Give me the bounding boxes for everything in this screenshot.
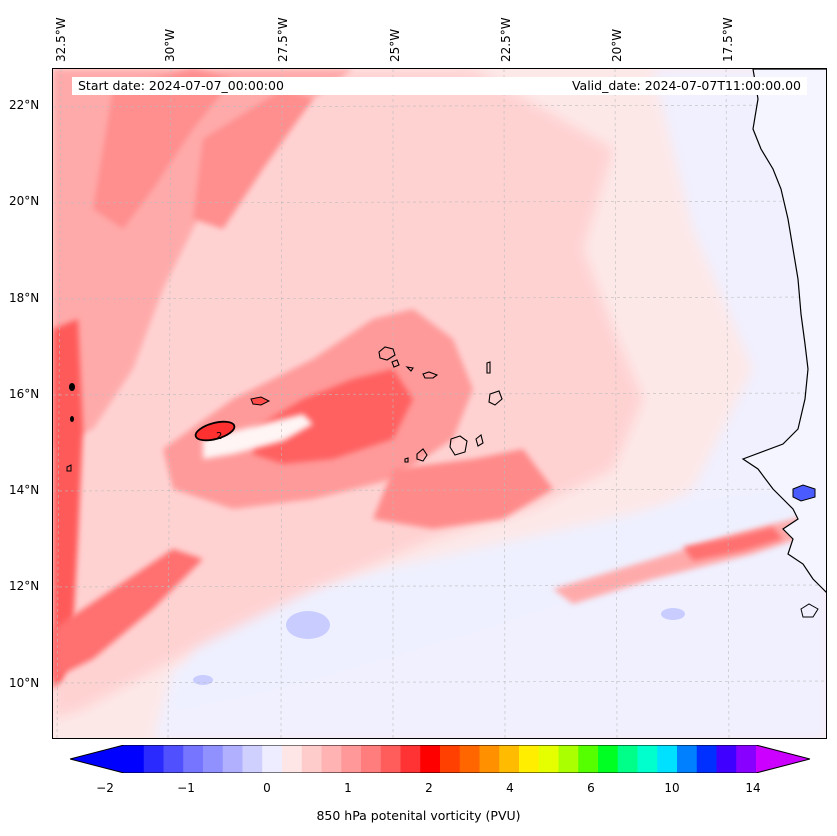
map-panel[interactable]: 2 [52,68,827,739]
colorbar-swatch [440,745,461,773]
colorbar-swatch [519,745,540,773]
cape-verde-islands [378,346,503,463]
pv-contour-map: 2 [53,69,826,738]
island-sao-nicolau [405,366,414,372]
start-date-label: Start date: 2024-07-07_00:00:00 [72,77,544,95]
lon-label-20w: 20°W [610,28,624,62]
colorbar-label: 850 hPa potenital vorticity (PVU) [316,808,521,823]
island-sal [486,361,491,374]
lon-label-25w: 25°W [388,28,402,62]
colorbar-swatch [716,745,737,773]
pv-max-lobe [194,420,236,442]
cb-tick-6: 6 [587,781,595,795]
colorbar-swatch [459,745,480,773]
pv-swirl-southeast [373,449,553,529]
pv-west-contour-1 [69,383,75,391]
colorbar-swatch [222,745,243,773]
pv-white-streak [203,414,313,459]
lon-label-27-5w: 27.5°W [276,17,290,62]
lat-label-18n: 18°N [9,291,40,305]
cb-tick-1: 1 [344,781,352,795]
pv-small-lobe [250,396,271,406]
cb-tick-neg1: −1 [177,781,195,795]
pv-west-contour-3 [66,464,72,472]
island-santo-antao [378,346,396,361]
pv-west-contour-2 [70,416,74,422]
island-fogo [416,448,428,462]
lat-label-14n: 14°N [9,483,40,497]
colorbar-over-extend [756,745,810,773]
colorbar-swatch [696,745,717,773]
island-boa-vista [488,390,503,406]
colorbar-swatch [558,745,579,773]
colorbar-swatch [203,745,224,773]
colorbar-swatch [262,745,283,773]
pv-streak-2 [193,89,313,229]
lat-label-22n: 22°N [9,98,40,112]
colorbar-swatch [736,745,757,773]
colorbar-swatch [677,745,698,773]
colorbar-under-extend [70,745,124,773]
colorbar-swatch [341,745,362,773]
pv-southeast-jet-core [683,527,783,561]
colorbar-swatch [538,745,559,773]
island-brava [404,457,409,463]
colorbar-swatch [242,745,263,773]
pv-west-lower-band [53,549,203,679]
lon-label-17-5w: 17.5°W [721,17,735,62]
cb-tick-0: 0 [263,781,271,795]
negative-pv-blob-1 [286,611,330,639]
valid-date-label: Valid_date: 2024-07-07T11:00:00.00 [532,77,807,95]
colorbar-swatch [479,745,500,773]
lon-label-30w: 30°W [163,28,177,62]
graticule [53,69,826,738]
pv-contour-label: 2 [216,431,222,442]
island-razo [422,371,439,379]
island-santiago [449,435,468,456]
coastline-gambia [792,484,816,502]
cb-tick-10: 10 [664,781,680,795]
colorbar-swatch [400,745,421,773]
colorbar-swatch [124,745,145,773]
africa-coastline [741,69,826,593]
lat-label-16n: 16°N [9,387,40,401]
lon-label-32-5w: 32.5°W [54,17,68,62]
pv-streak-1 [93,69,233,229]
colorbar-swatch [183,745,204,773]
colorbar-swatch [321,745,342,773]
colorbar-swatch [657,745,678,773]
colorbar-swatch [578,745,599,773]
colorbar-swatch [163,745,184,773]
colorbar-swatch [301,745,322,773]
lat-label-10n: 10°N [9,676,40,690]
colorbar-swatch [617,745,638,773]
colorbar-swatch [361,745,382,773]
colorbar-swatch [499,745,520,773]
cb-tick-4: 4 [506,781,514,795]
colorbar-swatch [282,745,303,773]
island-maio [475,434,484,447]
lon-label-22-5w: 22.5°W [499,17,513,62]
cb-tick-neg2: −2 [96,781,114,795]
colorbar-swatch [380,745,401,773]
negative-pv-blob-2 [193,675,213,685]
coastline-bissagos [800,603,819,618]
colorbar-swatch [637,745,658,773]
colorbar-swatch [143,745,164,773]
pv-central-core [253,369,413,464]
cb-tick-2: 2 [425,781,433,795]
colorbar [70,745,810,773]
pv-west-edge-band [53,319,83,689]
low-pv-band-south [173,489,826,709]
colorbar-swatch [420,745,441,773]
island-sao-vicente [391,359,400,368]
negative-pv-blob-3 [661,608,685,620]
lat-label-20n: 20°N [9,194,40,208]
colorbar-swatch [598,745,619,773]
lat-label-12n: 12°N [9,579,40,593]
cb-tick-14: 14 [745,781,761,795]
